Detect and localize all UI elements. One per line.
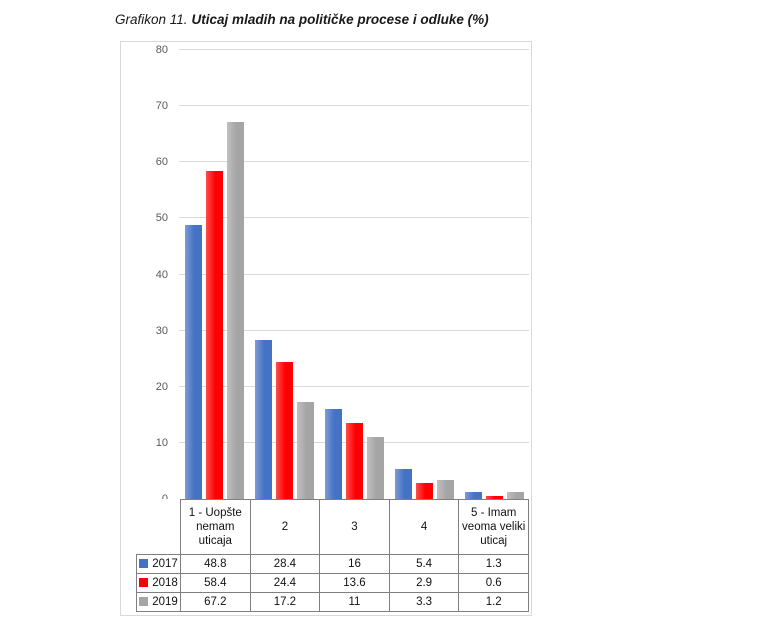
legend-label-2017: 2017 [152,558,178,570]
legend-swatch-2018 [139,578,149,587]
bar-2017 [324,409,342,499]
y-tick-label: 30 [155,324,168,337]
bar-2018 [275,362,293,499]
bar-2018 [415,482,433,499]
gridline [179,385,529,387]
bar-2017 [464,491,482,499]
data-table-wrap: 1 - Uopšte nemam uticaja 2 3 4 5 - Imam veom… [136,499,529,612]
y-axis-labels: 01020304050607080 [121,45,168,505]
value-cell-2018: 24.4 [249,573,321,593]
y-tick-label: 60 [155,156,168,169]
y-tick-label: 10 [155,436,168,449]
y-tick-label: 40 [155,268,168,281]
table-header-row: 1 - Uopšte nemam uticaja 2 3 4 5 - Imam veom… [137,499,529,555]
gridline [179,161,529,163]
value-cell-2019: 3.3 [388,592,460,612]
data-table: 1 - Uopšte nemam uticaja 2 3 4 5 - Imam veom… [136,499,529,612]
legend-label-2019: 2019 [152,596,178,608]
bar-2018 [345,422,363,499]
gridline [179,329,529,331]
y-tick-label: 80 [155,44,168,56]
table-row-2019: 2019 67.2 17.2 11 3.3 1.2 [136,592,529,612]
table-corner-cell [137,500,181,555]
legend-label-2018: 2018 [152,577,178,589]
bar-2018 [205,171,223,499]
bar-2017 [184,225,202,499]
bar-2017 [254,339,272,499]
plot-area [179,49,529,500]
bar-2018 [485,495,503,499]
chart-title: Grafikon 11. Uticaj mladih na političke p… [115,12,489,27]
gridline [179,105,529,107]
table-row-2018: 2018 58.4 24.4 13.6 2.9 0.6 [136,573,529,593]
bar-2017 [394,468,412,499]
value-cell-2017: 48.8 [180,554,251,574]
legend-cell-2017: 2017 [136,554,181,574]
y-tick-label: 70 [155,100,168,113]
value-cell-2019: 1.2 [458,592,529,612]
chart-frame: 01020304050607080 1 - Uopšte nemam utica… [120,41,532,616]
category-header-cell: 5 - Imam veoma veliki uticaj [458,499,529,555]
y-tick-label: 20 [155,380,168,393]
value-cell-2017: 16 [319,554,390,574]
value-cell-2019: 11 [319,592,390,612]
bar-2019 [506,492,524,499]
y-tick-label: 50 [155,212,168,225]
gridline [179,49,529,50]
bar-2019 [296,402,314,499]
value-cell-2018: 0.6 [458,573,529,593]
chart-title-prefix: Grafikon 11. [115,12,188,27]
bar-2019 [436,480,454,499]
bar-2019 [226,121,244,499]
value-cell-2018: 13.6 [319,573,390,593]
bar-2019 [366,437,384,499]
value-cell-2018: 2.9 [388,573,460,593]
legend-swatch-2019 [139,597,149,606]
gridline [179,217,529,219]
value-cell-2019: 67.2 [180,592,251,612]
value-cell-2018: 58.4 [180,573,251,593]
value-cell-2019: 17.2 [249,592,321,612]
value-cell-2017: 28.4 [249,554,321,574]
category-header-cell: 3 [319,499,390,555]
category-header-cell: 4 [388,499,460,555]
gridline [179,273,529,275]
legend-cell-2018: 2018 [136,573,181,593]
table-row-2017: 2017 48.8 28.4 16 5.4 1.3 [136,554,529,574]
category-header-cell: 2 [249,499,321,555]
value-cell-2017: 1.3 [458,554,529,574]
legend-cell-2019: 2019 [136,592,181,612]
category-header-cell: 1 - Uopšte nemam uticaja [180,499,251,555]
value-cell-2017: 5.4 [388,554,460,574]
chart-title-main: Uticaj mladih na političke procese i odl… [191,12,489,27]
legend-swatch-2017 [139,559,149,568]
